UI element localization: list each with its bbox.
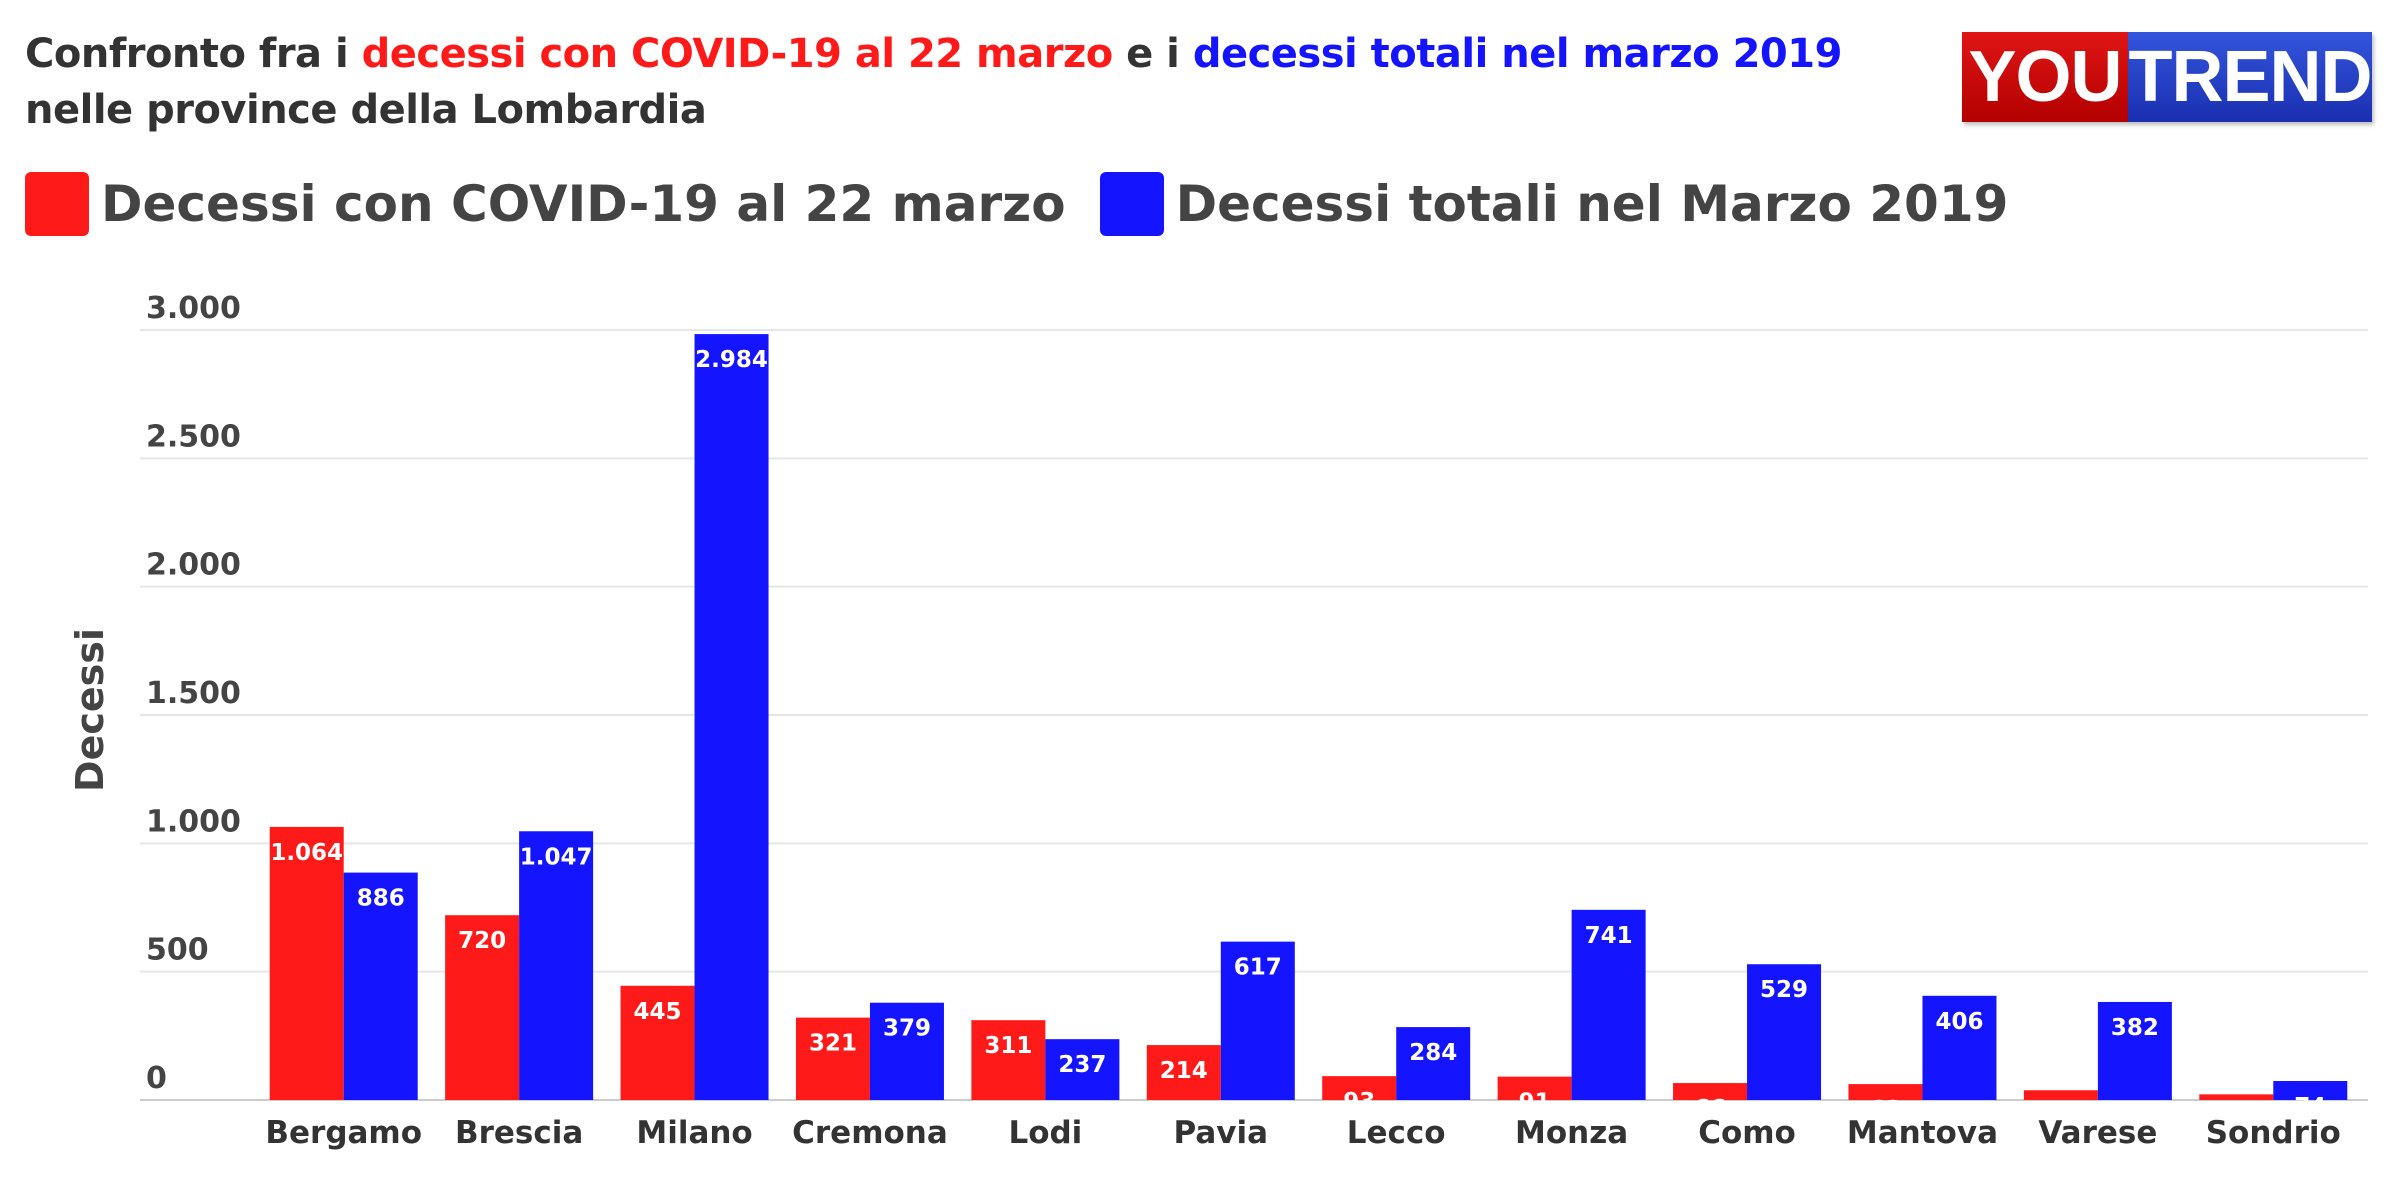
bar-covid-mantova — [1848, 1084, 1923, 1100]
bar-covid-lodi — [971, 1020, 1046, 1100]
data-label: 1.047 — [520, 844, 593, 870]
legend-item-total: Decessi totali nel Marzo 2019 — [1099, 172, 2009, 236]
x-tick-label: Lodi — [1008, 1115, 1082, 1151]
bar-total-cremona — [869, 1002, 944, 1100]
y-tick-label: 2.000 — [146, 548, 241, 583]
legend-swatch-covid — [25, 172, 89, 236]
bar-covid-milano — [620, 985, 695, 1100]
legend: Decessi con COVID-19 al 22 marzo Decessi… — [25, 172, 2042, 236]
y-tick-label: 500 — [146, 933, 209, 968]
y-tick-label: 0 — [146, 1061, 167, 1096]
title-text-3: nelle province della Lombardia — [25, 87, 707, 133]
bar-covid-pavia — [1146, 1045, 1221, 1100]
data-label: 214 — [1160, 1058, 1208, 1084]
x-tick-label: Sondrio — [2206, 1115, 2341, 1151]
bar-total-lodi — [1045, 1039, 1120, 1100]
x-tick-label: Pavia — [1174, 1115, 1269, 1151]
y-tick-label: 1.500 — [146, 676, 241, 711]
legend-label-total: Decessi totali nel Marzo 2019 — [1175, 175, 2009, 233]
data-label: 91 — [1519, 1090, 1551, 1116]
title-text-1: Confronto fra i — [25, 31, 362, 77]
x-tick-label: Cremona — [792, 1115, 948, 1151]
x-tick-label: Milano — [636, 1115, 752, 1151]
bar-covid-cremona — [795, 1017, 870, 1100]
legend-swatch-total — [1099, 172, 1164, 236]
bar-total-bergamo — [343, 872, 418, 1100]
x-tick-label: Mantova — [1847, 1115, 1998, 1151]
data-label: 74 — [2294, 1094, 2326, 1120]
data-label: 529 — [1760, 977, 1808, 1003]
data-label: 93 — [1343, 1089, 1375, 1115]
title-highlight-total: decessi totali nel marzo 2019 — [1192, 31, 1843, 77]
bar-covid-bergamo — [269, 826, 344, 1100]
logo-trend: TREND — [2128, 32, 2373, 122]
bar-total-como — [1747, 964, 1822, 1100]
data-label: 886 — [357, 886, 405, 912]
data-label: 62 — [1869, 1097, 1901, 1123]
data-label: 284 — [1409, 1040, 1457, 1066]
y-tick-label: 3.000 — [146, 291, 241, 326]
bar-total-sondrio — [2273, 1081, 2348, 1100]
x-tick-label: Monza — [1515, 1115, 1628, 1151]
bar-covid-sondrio — [2199, 1094, 2274, 1100]
bar-covid-lecco — [1322, 1076, 1397, 1100]
bar-total-brescia — [519, 831, 594, 1100]
bar-total-pavia — [1220, 941, 1295, 1100]
logo-you: YOU — [1962, 32, 2128, 122]
data-label: 38 — [2045, 1103, 2077, 1129]
bar-covid-monza — [1497, 1076, 1572, 1100]
bar-total-milano — [694, 334, 769, 1100]
legend-item-covid: Decessi con COVID-19 al 22 marzo — [25, 172, 1066, 236]
bar-total-varese — [2097, 1001, 2172, 1100]
data-label: 237 — [1058, 1052, 1106, 1078]
data-label: 2.984 — [695, 347, 768, 373]
title-text-2: e i — [1112, 31, 1193, 77]
data-label: 720 — [458, 928, 506, 954]
legend-label-covid: Decessi con COVID-19 al 22 marzo — [101, 175, 1066, 233]
youtrend-logo: YOU TREND — [1962, 32, 2373, 122]
x-tick-label: Lecco — [1347, 1115, 1446, 1151]
bar-covid-brescia — [445, 915, 520, 1100]
data-label: 321 — [809, 1031, 857, 1057]
title-highlight-covid: decessi con COVID-19 al 22 marzo — [361, 31, 1114, 77]
x-tick-label: Bergamo — [265, 1115, 422, 1151]
chart-title: Confronto fra i decessi con COVID-19 al … — [25, 26, 1905, 138]
data-label: 311 — [984, 1033, 1032, 1059]
x-tick-label: Como — [1698, 1115, 1796, 1151]
data-label: 382 — [2111, 1015, 2159, 1041]
x-tick-label: Brescia — [455, 1115, 583, 1151]
bar-covid-varese — [2023, 1090, 2098, 1100]
data-label: 406 — [1935, 1009, 1983, 1035]
bar-covid-como — [1673, 1083, 1748, 1100]
data-label: 379 — [883, 1016, 931, 1042]
y-tick-label: 2.500 — [146, 419, 241, 454]
y-tick-label: 1.000 — [146, 804, 241, 839]
bar-total-lecco — [1396, 1027, 1471, 1100]
data-label: 22 — [2220, 1107, 2252, 1133]
data-label: 617 — [1234, 955, 1282, 981]
data-label: 741 — [1585, 923, 1633, 949]
data-label: 66 — [1694, 1096, 1726, 1122]
bar-total-monza — [1571, 909, 1646, 1100]
y-axis-label: Decessi — [68, 628, 112, 792]
x-tick-label: Varese — [2038, 1115, 2157, 1151]
data-label: 445 — [634, 999, 682, 1025]
bar-total-mantova — [1922, 995, 1997, 1100]
data-label: 1.064 — [270, 840, 343, 866]
